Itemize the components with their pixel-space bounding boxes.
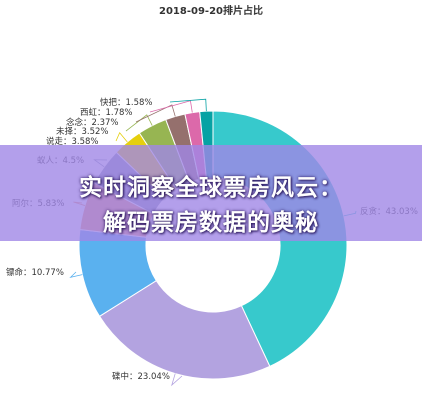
leader-line-2 [171, 373, 183, 387]
promo-banner [0, 145, 422, 241]
leader-line-6 [115, 131, 128, 143]
slice-label-9: 西虹：1.78% [80, 108, 133, 118]
leader-line-3 [69, 271, 83, 278]
slice-label-10: 快把：1.58% [100, 97, 153, 108]
leader-line-10 [169, 98, 207, 112]
slice-2 [98, 279, 271, 380]
slice-label-8: 念念：2.37% [66, 117, 119, 128]
slice-label-2: 碟中：23.04% [112, 371, 170, 382]
slice-label-7: 未择：3.52% [56, 126, 109, 137]
chart-title: 2018-09-20排片占比 [159, 4, 263, 17]
slice-label-6: 说走：3.58% [46, 136, 99, 147]
leader-line-8 [135, 104, 176, 123]
banner-subheadline: 解码票房数据的奥秘 [103, 210, 319, 236]
leader-line-7 [125, 114, 153, 132]
banner-headline: 实时洞察全球票房风云： [79, 175, 343, 201]
slice-label-3: 镖命：10.77% [6, 267, 64, 278]
leader-line-9 [149, 100, 193, 113]
